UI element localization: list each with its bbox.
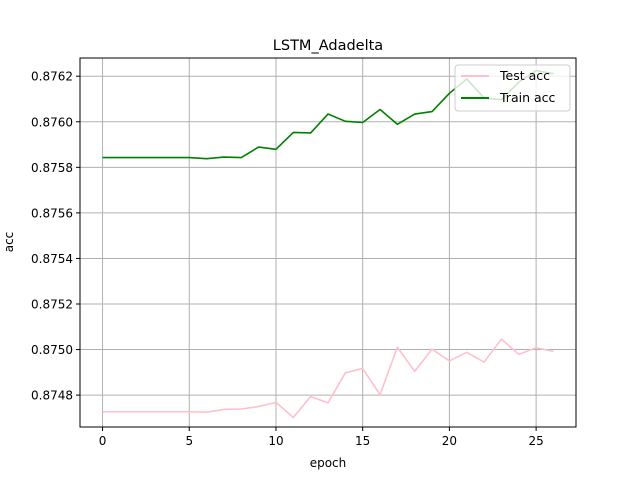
series-line-test-acc [102, 338, 554, 419]
x-axis-label: epoch [310, 456, 347, 470]
plot-frame [79, 57, 577, 428]
grid [80, 58, 576, 427]
y-tick-label: 0.8758 [31, 161, 73, 175]
chart-title: LSTM_Adadelta [273, 38, 383, 54]
y-axis-label: acc [2, 232, 16, 253]
x-tick-label: 25 [528, 434, 543, 448]
y-tick-label: 0.8760 [31, 115, 73, 129]
y-tick-label: 0.8750 [31, 343, 73, 357]
x-tick-label: 15 [355, 434, 370, 448]
y-tick-label: 0.8748 [31, 389, 73, 403]
x-tick-label: 0 [99, 434, 107, 448]
y-tick-label: 0.8756 [31, 206, 73, 220]
x-tick-label: 20 [442, 434, 457, 448]
x-tick-label: 10 [268, 434, 283, 448]
y-axis-ticks: 0.8748 0.8750 0.8752 0.8754 0.8756 0.8758 0.87… [31, 70, 80, 403]
y-tick-label: 0.8762 [31, 70, 73, 84]
legend-label-test-acc: Test acc [499, 68, 550, 83]
legend: Test acc Train acc [454, 64, 571, 112]
x-tick-label: 5 [185, 434, 193, 448]
legend-label-train-acc: Train acc [499, 90, 555, 105]
y-tick-label: 0.8754 [31, 252, 73, 266]
x-axis-ticks: 0 5 10 15 20 25 [99, 427, 544, 448]
y-tick-label: 0.8752 [31, 298, 73, 312]
